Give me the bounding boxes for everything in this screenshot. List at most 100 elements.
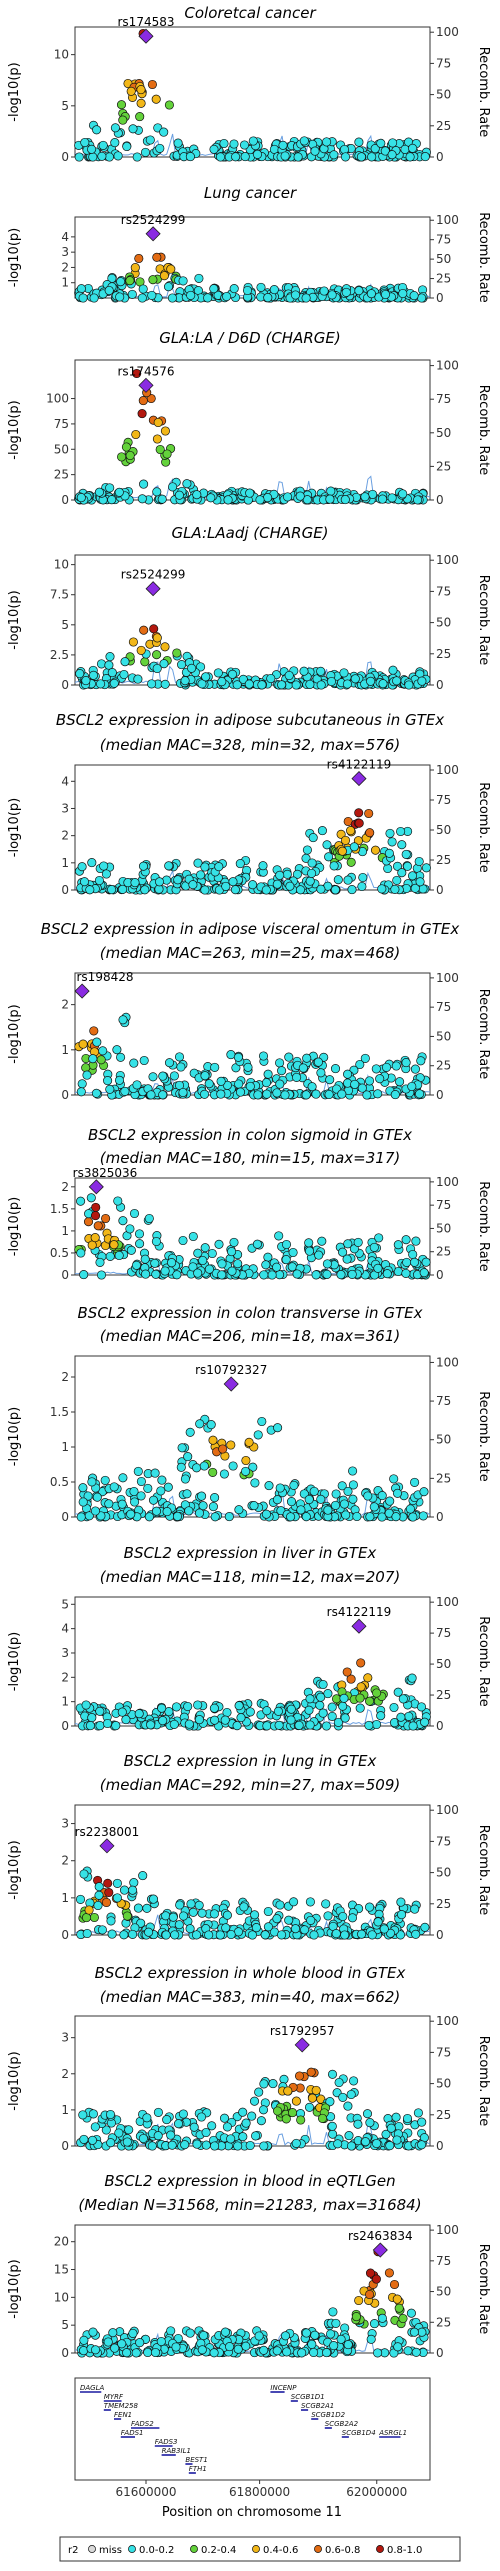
snp-point bbox=[207, 2121, 217, 2131]
panel-title: (median MAC=180, min=15, max=317) bbox=[100, 1149, 400, 1167]
snp-point bbox=[160, 642, 170, 652]
snp-point bbox=[193, 1248, 203, 1258]
y-tick-label: 0 bbox=[61, 1088, 69, 1102]
snp-point bbox=[185, 152, 195, 162]
recomb-tick-label: 100 bbox=[436, 2014, 459, 2028]
panel-title: BSCL2 expression in colon transverse in … bbox=[78, 1304, 423, 1322]
gene-label: ASRGL1 bbox=[378, 2429, 407, 2437]
snp-point bbox=[200, 1071, 210, 1081]
snp-point bbox=[159, 659, 169, 669]
lead-snp-label: rs3825036 bbox=[73, 1166, 138, 1180]
panel-1: Coloretcal cancer05100255075100-log10(p)… bbox=[7, 4, 491, 164]
snp-point bbox=[263, 293, 273, 303]
snp-point bbox=[300, 1925, 310, 1935]
snp-point bbox=[401, 849, 411, 859]
snp-point bbox=[385, 828, 395, 838]
y2-axis-label: Recomb. Rate bbox=[476, 575, 491, 666]
snp-point bbox=[188, 1907, 198, 1917]
snp-point bbox=[159, 127, 169, 137]
snp-point bbox=[76, 1248, 86, 1258]
y-tick-label: 2 bbox=[61, 1180, 69, 1194]
snp-point bbox=[110, 123, 120, 133]
snp-point bbox=[168, 1912, 178, 1922]
recomb-tick-label: 75 bbox=[436, 56, 451, 70]
snp-point bbox=[134, 253, 144, 264]
snp-point bbox=[218, 1444, 228, 1454]
snp-point bbox=[163, 1482, 173, 1492]
snp-point bbox=[154, 877, 165, 887]
snp-point bbox=[186, 290, 196, 300]
y-tick-label: 50 bbox=[54, 442, 69, 456]
snp-point bbox=[148, 275, 158, 285]
snp-point bbox=[241, 2341, 251, 2351]
snp-point bbox=[357, 881, 367, 892]
snp-point bbox=[347, 1269, 357, 1279]
snp-point bbox=[334, 2077, 344, 2088]
y-tick-label: 4 bbox=[61, 774, 69, 788]
snp-point bbox=[239, 140, 250, 150]
recomb-tick-label: 75 bbox=[436, 793, 451, 807]
snp-point bbox=[113, 1196, 123, 1206]
lead-snp-label: rs174576 bbox=[118, 364, 175, 378]
snp-point bbox=[217, 1259, 227, 1269]
snp-point bbox=[118, 115, 128, 125]
y-tick-label: 2 bbox=[61, 998, 69, 1012]
snp-point bbox=[209, 144, 219, 154]
recomb-tick-label: 75 bbox=[436, 1000, 451, 1014]
snp-point bbox=[327, 2069, 338, 2079]
snp-point bbox=[275, 1900, 285, 1910]
snp-point bbox=[385, 2141, 395, 2151]
snp-point bbox=[166, 2130, 176, 2140]
snp-point bbox=[157, 1475, 167, 1485]
panel-3: GLA:LA / D6D (CHARGE) 0 25 50 75 100 0 25 50 75 10… bbox=[7, 329, 491, 507]
snp-point bbox=[213, 668, 223, 678]
snp-point bbox=[377, 2313, 387, 2323]
gene-label: SCGB1D4 bbox=[342, 2429, 376, 2437]
snp-point bbox=[377, 884, 387, 894]
snp-point bbox=[151, 1269, 161, 1279]
snp-point bbox=[105, 1251, 115, 1261]
snp-point bbox=[344, 2131, 354, 2141]
snp-point bbox=[337, 1089, 347, 1099]
snp-point bbox=[375, 1074, 385, 1084]
snp-point bbox=[409, 2327, 419, 2337]
snp-point bbox=[338, 1911, 348, 1922]
snp-point bbox=[392, 1488, 403, 1498]
snp-point bbox=[217, 1270, 227, 1280]
y-tick-label: 0.5 bbox=[50, 1246, 69, 1260]
panel-11: BSCL2 expression in whole blood in GTEx (… bbox=[7, 1964, 491, 2153]
snp-point bbox=[162, 1507, 172, 1517]
snp-point bbox=[389, 2279, 400, 2290]
snp-point bbox=[155, 143, 165, 153]
snp-point bbox=[138, 1871, 148, 1881]
snp-point bbox=[85, 885, 95, 895]
snp-point bbox=[134, 1709, 144, 1719]
snp-point bbox=[233, 2344, 243, 2354]
snp-point bbox=[373, 1917, 383, 1927]
snp-point bbox=[178, 276, 188, 286]
snp-point bbox=[112, 1878, 122, 1888]
snp-point bbox=[96, 679, 106, 689]
snp-point bbox=[163, 282, 174, 292]
snp-point bbox=[233, 2141, 243, 2151]
snp-point bbox=[305, 876, 315, 886]
snp-point bbox=[321, 1721, 332, 1731]
snp-point bbox=[369, 1242, 379, 1252]
snp-point bbox=[139, 479, 149, 489]
panel-title: (median MAC=263, min=25, max=468) bbox=[100, 944, 400, 962]
snp-point bbox=[229, 284, 239, 294]
snp-point bbox=[200, 885, 210, 895]
snp-point bbox=[189, 2122, 199, 2132]
snp-point bbox=[336, 1270, 346, 1280]
recomb-tick-label: 75 bbox=[436, 1626, 451, 1640]
snp-point bbox=[366, 2334, 376, 2344]
snp-point bbox=[137, 494, 147, 504]
snp-point bbox=[153, 2107, 163, 2117]
snp-point bbox=[101, 1897, 112, 1908]
snp-point bbox=[277, 1930, 287, 1940]
snp-point bbox=[360, 1053, 370, 1063]
snp-point bbox=[95, 1706, 105, 1716]
snp-point bbox=[342, 1254, 352, 1264]
lead-snp-label: rs2524299 bbox=[121, 568, 186, 582]
panel-title: BSCL2 expression in blood in eQTLGen bbox=[104, 2172, 395, 2190]
